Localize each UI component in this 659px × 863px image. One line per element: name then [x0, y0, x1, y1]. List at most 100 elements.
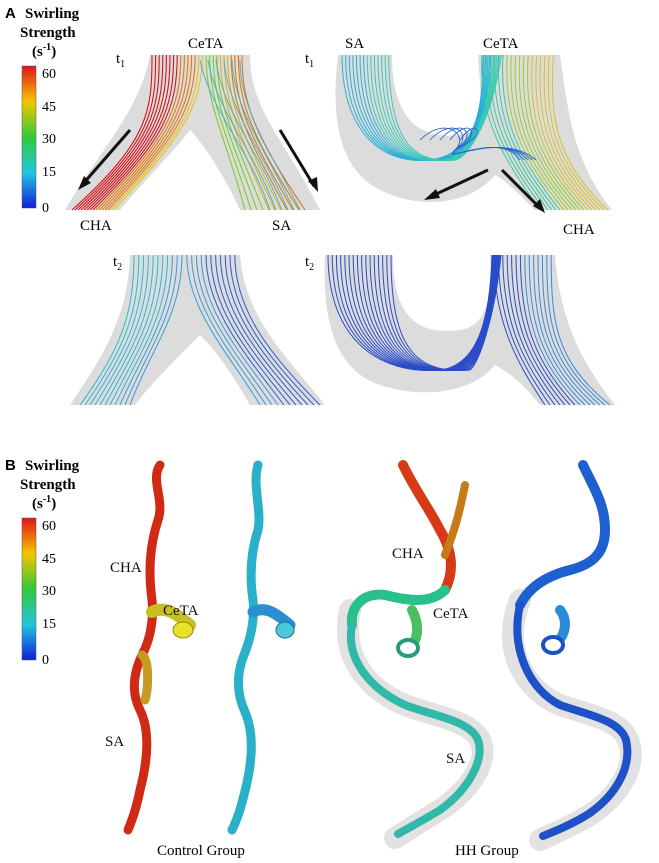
- streamline: [227, 54, 282, 211]
- panel-b: B Swirling Strength (s-1) 60 45 30 15 0 …: [5, 457, 642, 859]
- streamline: [195, 254, 273, 406]
- streamline: [546, 254, 606, 406]
- streamline: [99, 254, 154, 406]
- streamline: [231, 59, 295, 211]
- streamline: [223, 54, 276, 211]
- streamline: [224, 254, 309, 406]
- a-t2-left-label: t2: [113, 254, 122, 273]
- streamline: [543, 54, 601, 211]
- streamline: [551, 54, 609, 211]
- streamline: [524, 254, 581, 406]
- streamline: [493, 54, 553, 211]
- a-t1-left-label: t1: [116, 51, 125, 70]
- streamline: [110, 54, 200, 211]
- arrow-down-right: [500, 168, 542, 210]
- a-t2-right-vessel: t2: [305, 254, 615, 406]
- colorbar-b-tick-60: 60: [42, 519, 56, 534]
- colorbar-b-title-2: Strength: [20, 477, 76, 493]
- streamline: [94, 254, 149, 406]
- b-ceta-hh-label: CeTA: [433, 606, 469, 622]
- streamline: [207, 59, 277, 211]
- panel-a: A Swirling Strength (s-1) 60 45 30 15 0 …: [5, 5, 615, 406]
- streamline: [84, 254, 140, 406]
- streamline: [80, 54, 164, 211]
- b-cha-hh-label: CHA: [392, 546, 424, 562]
- colorbar-a-tick-30: 30: [42, 132, 56, 147]
- b-control-t2-label: t2: [215, 458, 224, 477]
- b-hh-t1-label: t1: [372, 458, 381, 477]
- arrow-left-down: [80, 129, 132, 186]
- streamline: [527, 54, 585, 211]
- colorbar-b: Swirling Strength (s-1) 60 45 30 15 0: [20, 458, 80, 668]
- streamline: [531, 54, 589, 211]
- colorbar-a-tick-45: 45: [42, 100, 56, 115]
- colorbar-a-title-2: Strength: [20, 25, 76, 41]
- streamline: [234, 254, 321, 406]
- streamline: [489, 54, 549, 211]
- b-hh-t2-label: t2: [520, 458, 529, 477]
- streamline: [124, 254, 178, 406]
- streamline: [514, 54, 573, 211]
- streamline: [506, 54, 565, 211]
- streamline: [388, 54, 502, 161]
- group-label-hh: HH Group: [455, 843, 519, 859]
- b-control-t1-label: t1: [137, 458, 146, 477]
- colorbar-b-tick-15: 15: [42, 617, 56, 632]
- streamline: [205, 54, 246, 211]
- colorbar-a-title-1: Swirling: [25, 6, 80, 22]
- streamline: [539, 54, 597, 211]
- streamline: [541, 254, 601, 406]
- streamline: [113, 54, 203, 211]
- colorbar-b-unit: (s-1): [32, 494, 56, 512]
- streamline: [95, 54, 182, 211]
- arrow-down-left: [431, 168, 489, 198]
- streamline: [522, 54, 581, 211]
- streamline: [519, 254, 576, 406]
- streamline: [191, 254, 267, 406]
- streamline: [390, 254, 502, 371]
- a-t2-right-streamlines: [327, 254, 611, 406]
- streamline: [550, 254, 611, 406]
- streamline: [92, 54, 178, 211]
- streamline: [186, 254, 261, 406]
- streamline: [109, 254, 164, 406]
- streamline: [497, 54, 557, 211]
- streamline: [199, 59, 271, 211]
- streamline: [493, 254, 546, 406]
- panel-b-letter: B: [5, 457, 16, 474]
- streamline: [515, 254, 571, 406]
- streamline: [528, 254, 586, 406]
- streamline: [215, 254, 297, 406]
- a-sa-left-label: SA: [272, 218, 291, 234]
- a-t1-right-streamlines: [341, 54, 609, 211]
- streamline: [83, 54, 167, 211]
- streamline: [89, 54, 175, 211]
- streamline: [205, 254, 285, 406]
- colorbar-a-tick-15: 15: [42, 165, 56, 180]
- colorbar-b-title-1: Swirling: [25, 458, 80, 474]
- b-sa-control-label: SA: [105, 734, 124, 750]
- a-cha-right-label: CHA: [563, 222, 595, 238]
- streamline: [114, 254, 169, 406]
- streamline: [237, 54, 300, 211]
- streamline: [229, 254, 315, 406]
- streamline: [104, 54, 193, 211]
- b-control-t1-vessel: t1 CHA CeTA SA: [105, 458, 199, 835]
- streamline: [101, 54, 189, 211]
- streamline: [533, 254, 591, 406]
- a-sa-right-label: SA: [345, 36, 364, 52]
- streamline: [86, 54, 171, 211]
- streamline: [200, 254, 279, 406]
- a-t2-right-label: t2: [305, 254, 314, 273]
- b-hh-t1-vessel: t1 CHA CeTA SA: [337, 458, 494, 849]
- streamline: [547, 54, 605, 211]
- a-ceta-left-label: CeTA: [188, 36, 224, 52]
- streamline: [502, 254, 556, 406]
- a-t1-right-label: t1: [305, 51, 314, 70]
- streamline: [223, 59, 289, 211]
- streamline: [518, 54, 577, 211]
- streamline: [502, 54, 561, 211]
- b-sa-hh-label: SA: [446, 751, 465, 767]
- streamline: [212, 54, 258, 211]
- arrow-right-down: [278, 129, 316, 187]
